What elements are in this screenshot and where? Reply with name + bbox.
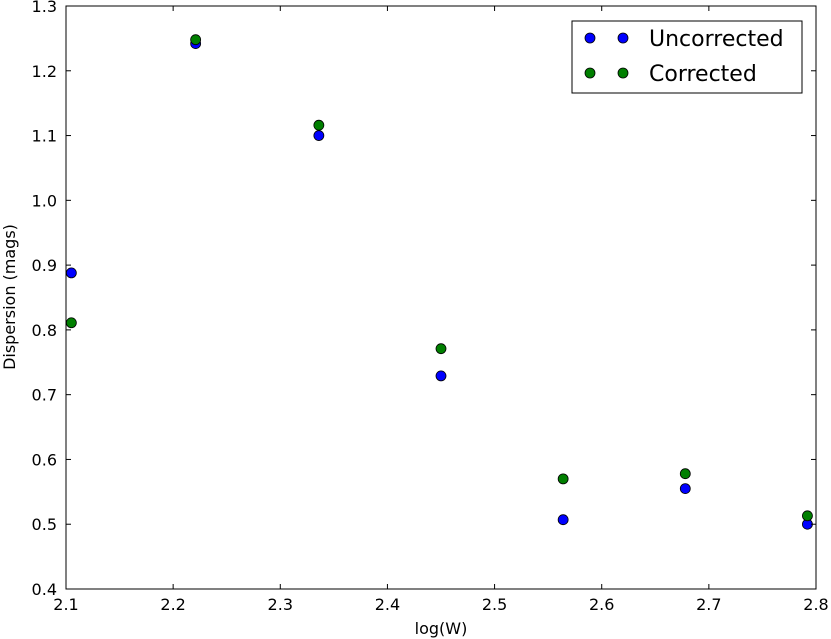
axis-ticks — [65, 5, 817, 590]
x-tick-label-0: 2.1 — [53, 595, 78, 614]
legend-marker-corrected-2 — [617, 67, 629, 79]
x-tick-label-7: 2.8 — [803, 595, 828, 614]
y-tick-label-3: 0.7 — [32, 386, 57, 405]
point-corrected-1 — [190, 34, 202, 46]
point-uncorrected-3 — [435, 370, 447, 382]
point-corrected-5 — [679, 468, 691, 480]
point-uncorrected-5 — [679, 483, 691, 494]
x-tick-label-5: 2.6 — [589, 595, 614, 614]
y-axis-tick-labels: 0.4 0.5 0.6 0.7 0.8 0.9 1.0 1.1 1.2 1.3 — [32, 0, 57, 599]
y-tick-label-7: 1.1 — [32, 127, 57, 146]
x-tick-label-4: 2.5 — [482, 595, 507, 614]
y-tick-label-0: 0.4 — [32, 580, 57, 599]
point-corrected-6 — [802, 510, 813, 522]
x-tick-label-1: 2.2 — [160, 595, 185, 614]
point-uncorrected-2 — [313, 130, 325, 141]
legend-label-uncorrected: Uncorrected — [649, 27, 784, 52]
y-axis-label: Dispersion (mags) — [0, 224, 19, 370]
point-corrected-4 — [557, 473, 569, 485]
y-tick-label-9: 1.3 — [32, 0, 57, 16]
y-tick-label-5: 0.9 — [32, 256, 57, 275]
point-uncorrected-4 — [557, 514, 569, 526]
point-corrected-3 — [435, 343, 447, 355]
legend-label-corrected: Corrected — [649, 62, 757, 87]
legend: Uncorrected Corrected — [571, 20, 803, 94]
y-tick-label-1: 0.5 — [32, 515, 57, 534]
x-tick-label-3: 2.4 — [375, 595, 400, 614]
point-uncorrected-0 — [65, 267, 77, 279]
plot-area-frame — [65, 5, 817, 590]
legend-marker-uncorrected-2 — [617, 32, 629, 44]
legend-marker-uncorrected-1 — [584, 32, 596, 44]
x-axis-tick-labels: 2.1 2.2 2.3 2.4 2.5 2.6 2.7 2.8 — [53, 595, 828, 614]
point-corrected-0 — [65, 317, 77, 329]
y-tick-label-6: 1.0 — [32, 191, 57, 210]
x-axis-label: log(W) — [415, 619, 468, 638]
point-corrected-2 — [313, 119, 325, 131]
legend-box — [571, 20, 803, 94]
y-tick-label-8: 1.2 — [32, 62, 57, 81]
x-tick-label-2: 2.3 — [268, 595, 293, 614]
x-tick-label-6: 2.7 — [696, 595, 721, 614]
legend-marker-corrected-1 — [584, 67, 596, 79]
y-tick-label-2: 0.6 — [32, 450, 57, 469]
data-points — [65, 34, 813, 530]
y-tick-label-4: 0.8 — [32, 321, 57, 340]
